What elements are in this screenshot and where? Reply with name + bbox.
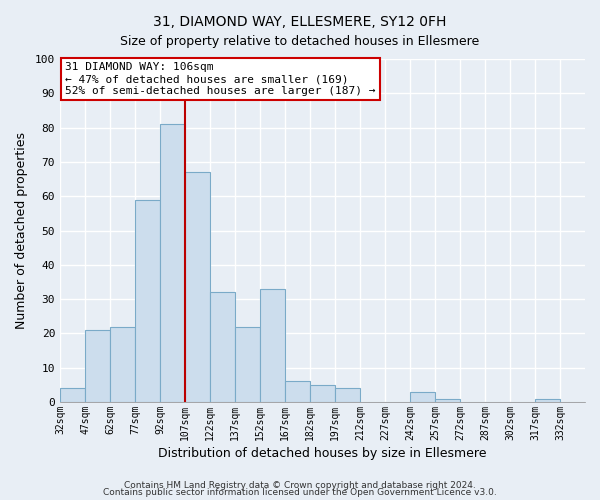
Text: Size of property relative to detached houses in Ellesmere: Size of property relative to detached ho…	[121, 35, 479, 48]
Text: 31, DIAMOND WAY, ELLESMERE, SY12 0FH: 31, DIAMOND WAY, ELLESMERE, SY12 0FH	[154, 15, 446, 29]
X-axis label: Distribution of detached houses by size in Ellesmere: Distribution of detached houses by size …	[158, 447, 487, 460]
Bar	[110, 326, 135, 402]
Bar	[135, 200, 160, 402]
Bar	[285, 382, 310, 402]
Y-axis label: Number of detached properties: Number of detached properties	[15, 132, 28, 329]
Bar	[210, 292, 235, 402]
Bar	[85, 330, 110, 402]
Text: Contains public sector information licensed under the Open Government Licence v3: Contains public sector information licen…	[103, 488, 497, 497]
Bar	[535, 398, 560, 402]
Text: Contains HM Land Registry data © Crown copyright and database right 2024.: Contains HM Land Registry data © Crown c…	[124, 480, 476, 490]
Bar	[185, 172, 210, 402]
Bar	[260, 289, 285, 402]
Bar	[310, 385, 335, 402]
Bar	[410, 392, 435, 402]
Bar	[60, 388, 85, 402]
Bar	[335, 388, 360, 402]
Bar	[160, 124, 185, 402]
Text: 31 DIAMOND WAY: 106sqm
← 47% of detached houses are smaller (169)
52% of semi-de: 31 DIAMOND WAY: 106sqm ← 47% of detached…	[65, 62, 376, 96]
Bar	[435, 398, 460, 402]
Bar	[235, 326, 260, 402]
